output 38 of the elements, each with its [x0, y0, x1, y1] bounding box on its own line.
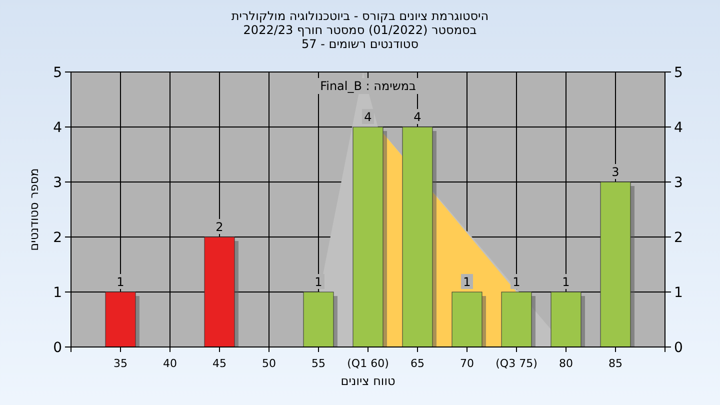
data-label: 1: [116, 275, 124, 289]
y-tick-label: 1: [53, 285, 62, 301]
data-label: 2: [216, 220, 224, 234]
annotation: במשימה : Final_B: [320, 79, 416, 93]
y-tick-label: 5: [53, 65, 62, 81]
y2-tick-label: 2: [674, 230, 683, 246]
data-label: 1: [463, 275, 471, 289]
y-tick-label: 4: [53, 120, 62, 136]
y2-tick-label: 5: [674, 65, 683, 81]
data-label: 4: [364, 110, 372, 124]
chart-title: היסטוגרמת ציונים בקורס - ביוטכנולוגיה מולקולרית: [231, 9, 489, 23]
data-label: 3: [612, 165, 620, 179]
data-label: 1: [512, 275, 520, 289]
x-tick-label: 65: [410, 357, 424, 370]
data-label: 1: [562, 275, 570, 289]
x-tick-label: 85: [608, 357, 622, 370]
x-tick-label: 45: [212, 357, 226, 370]
x-tick-label: 80: [559, 357, 573, 370]
text: סטודנטים רשומים - 57: [301, 37, 419, 51]
x-tick-label: 40: [163, 357, 177, 370]
text: בסמסטר (01/2022) סמסטר חורף 2022/23: [243, 23, 477, 37]
x-tick-label: 50: [262, 357, 276, 370]
y-tick-label: 3: [53, 175, 62, 191]
y2-tick-label: 4: [674, 120, 683, 136]
x-tick-label: (Q1 60): [347, 357, 389, 370]
data-label: 1: [314, 275, 322, 289]
x-tick-label: 55: [312, 357, 326, 370]
y2-tick-label: 0: [674, 340, 683, 356]
data-label: 4: [414, 110, 422, 124]
y-tick-label: 2: [53, 230, 62, 246]
y-axis-title: מספר סטודנטים: [27, 168, 41, 251]
x-tick-label: 35: [114, 357, 128, 370]
y2-tick-label: 1: [674, 285, 683, 301]
x-axis-title: טווח ציונים: [340, 374, 396, 388]
y2-tick-label: 3: [674, 175, 683, 191]
y-tick-label: 0: [53, 340, 62, 356]
x-tick-label: 70: [460, 357, 474, 370]
x-tick-label: (Q3 75): [496, 357, 538, 370]
